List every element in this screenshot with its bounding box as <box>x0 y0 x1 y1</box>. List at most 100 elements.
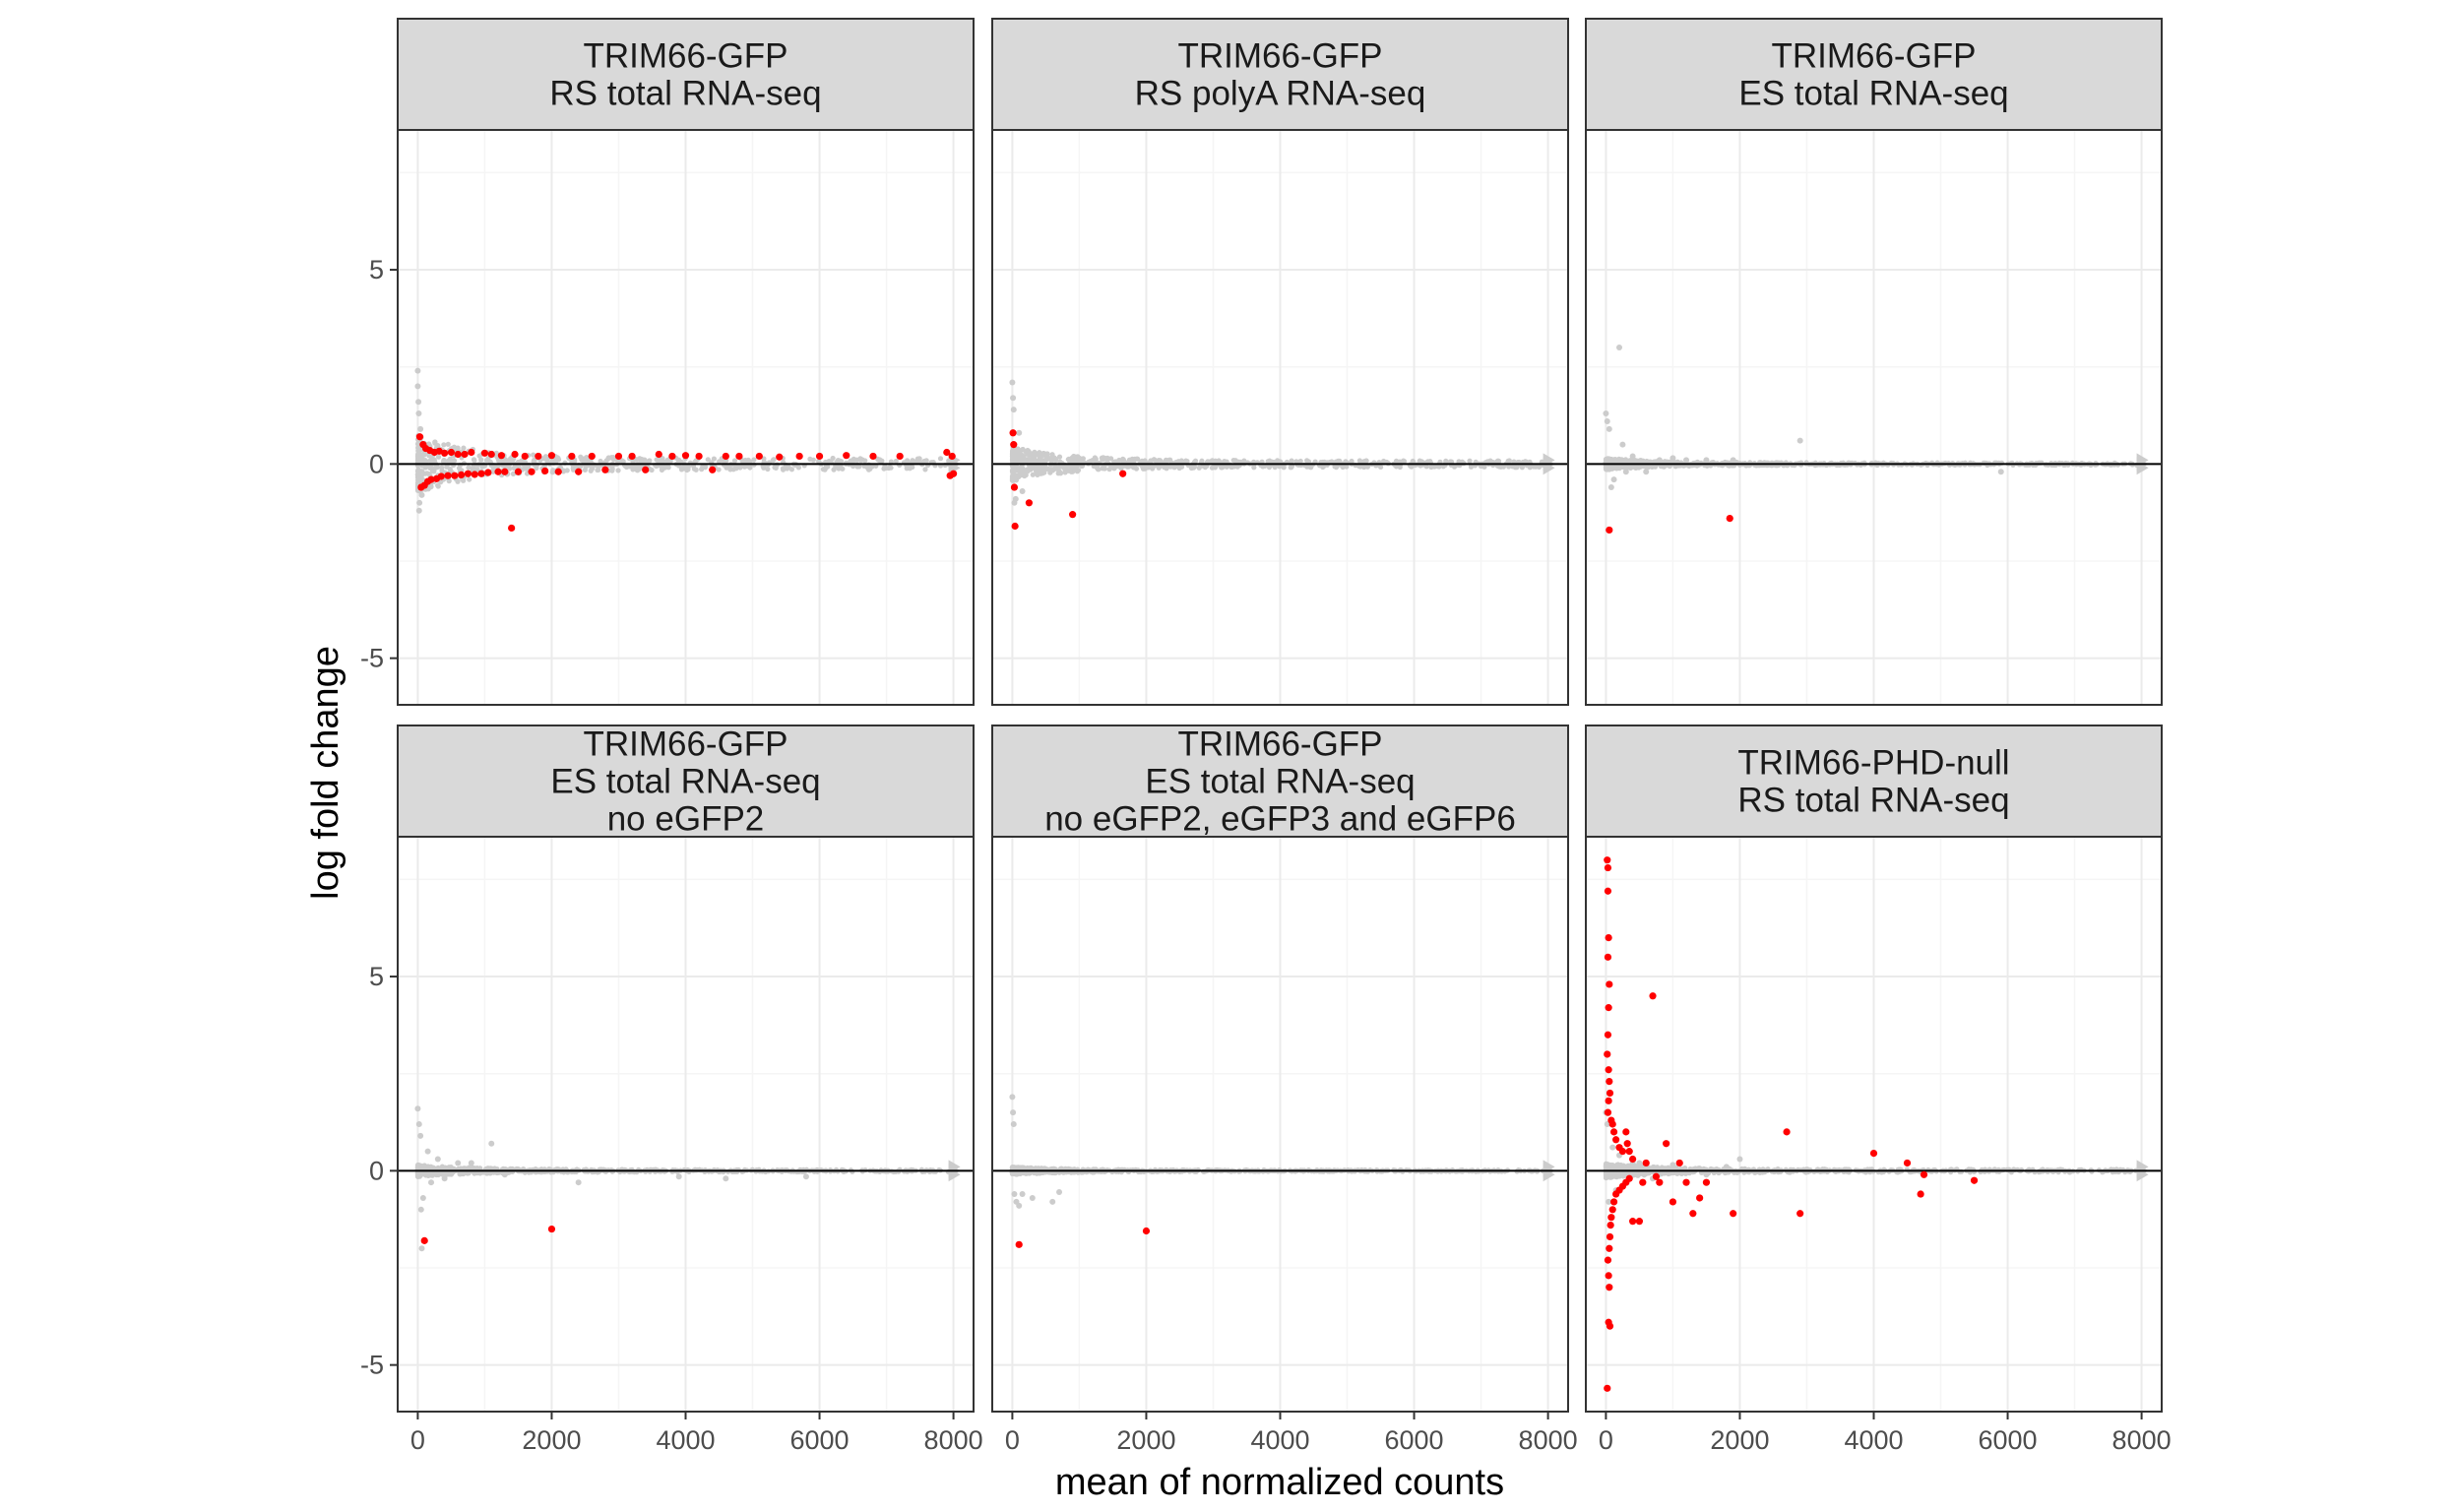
significant-gene-point <box>681 452 690 460</box>
gene-point <box>862 458 868 464</box>
gene-point <box>910 464 915 471</box>
significant-gene-point <box>484 469 492 476</box>
significant-gene-point <box>435 447 443 455</box>
gene-point <box>455 445 461 451</box>
gene-point <box>636 466 642 472</box>
significant-gene-point <box>427 475 435 483</box>
gene-point <box>727 467 733 472</box>
gene-point <box>888 465 894 471</box>
gene-point <box>1134 456 1141 462</box>
gene-point <box>1506 464 1512 470</box>
gene-point <box>1289 465 1294 471</box>
gene-point <box>1615 1163 1621 1168</box>
gene-point <box>461 445 467 451</box>
gene-point <box>1142 458 1148 464</box>
significant-gene-point <box>1608 1206 1616 1214</box>
significant-gene-point <box>1642 1159 1650 1167</box>
significant-gene-point <box>1796 1210 1804 1218</box>
gene-point <box>1484 459 1490 465</box>
gene-point <box>504 458 511 464</box>
gene-point <box>451 458 458 464</box>
gene-point <box>444 1171 450 1177</box>
significant-gene-point <box>514 468 523 475</box>
gene-point <box>1038 468 1043 474</box>
gene-point <box>1126 457 1133 463</box>
gene-point <box>1210 458 1216 464</box>
gene-point <box>1603 1171 1609 1177</box>
gene-point <box>1010 407 1017 413</box>
gene-point <box>1010 1109 1017 1116</box>
x-tick-label: 8000 <box>2112 1425 2172 1455</box>
significant-gene-point <box>497 452 506 460</box>
gene-point <box>1692 1166 1698 1171</box>
significant-gene-point <box>1639 1178 1647 1186</box>
significant-gene-point <box>776 453 784 461</box>
gene-point <box>415 444 421 450</box>
significant-gene-point <box>1696 1194 1704 1202</box>
gene-point <box>1606 1163 1612 1168</box>
gene-point <box>544 458 550 464</box>
gene-point <box>1467 458 1473 464</box>
gene-point <box>822 467 828 472</box>
gene-point <box>1026 457 1032 464</box>
significant-gene-point <box>1605 933 1612 942</box>
gene-point <box>723 1175 729 1182</box>
significant-gene-point <box>568 452 576 461</box>
gene-point <box>637 456 643 462</box>
strip-label: TRIM66-GFP <box>583 37 788 76</box>
significant-gene-point <box>1608 1120 1616 1128</box>
significant-gene-point <box>588 452 596 461</box>
x-tick-label: 4000 <box>1250 1425 1309 1455</box>
gene-point <box>1644 465 1650 471</box>
x-tick-label: 2000 <box>522 1425 581 1455</box>
significant-gene-point <box>451 472 459 479</box>
gene-point <box>516 464 522 470</box>
gene-point <box>1608 465 1614 472</box>
gene-point <box>531 452 536 458</box>
gene-point <box>488 1140 495 1147</box>
gene-point <box>425 1170 432 1176</box>
gene-point <box>1607 1174 1613 1180</box>
gene-point <box>1626 1170 1632 1176</box>
gene-point <box>1635 1172 1641 1178</box>
gene-point <box>866 464 872 470</box>
significant-gene-point <box>655 450 662 459</box>
gene-point <box>1443 458 1449 464</box>
significant-gene-point <box>1917 1190 1924 1198</box>
gene-point <box>724 465 729 471</box>
strip-label: ES total RNA-seq <box>1145 763 1415 801</box>
gene-point <box>1183 458 1189 464</box>
gene-point <box>1053 457 1059 464</box>
gene-point <box>1012 495 1019 502</box>
y-tick-label: 5 <box>369 962 384 991</box>
gene-point <box>1683 457 1690 464</box>
significant-gene-point <box>1604 953 1612 961</box>
significant-gene-point <box>1618 1148 1627 1156</box>
gene-point <box>619 458 625 464</box>
significant-gene-point <box>735 452 743 461</box>
significant-gene-point <box>487 450 495 459</box>
significant-gene-point <box>494 468 502 475</box>
gene-point <box>921 458 927 465</box>
x-tick-label: 0 <box>1599 1425 1613 1455</box>
gene-point <box>1234 464 1240 470</box>
gene-point <box>1202 465 1208 471</box>
gene-point <box>1607 484 1614 491</box>
significant-gene-point <box>1635 1218 1644 1226</box>
gene-point <box>1010 470 1016 475</box>
gene-point <box>1401 459 1408 465</box>
gene-point <box>429 1171 435 1177</box>
significant-gene-point <box>1604 887 1612 895</box>
gene-point <box>1016 473 1022 480</box>
significant-gene-point <box>1015 1240 1023 1248</box>
gene-point <box>419 1194 426 1201</box>
gene-point <box>419 455 425 461</box>
gene-point <box>1619 441 1626 448</box>
significant-gene-point <box>755 452 763 461</box>
gene-point <box>1025 447 1031 454</box>
gene-point <box>414 1105 421 1112</box>
gene-point <box>1510 464 1516 470</box>
y-tick-label: -5 <box>360 644 384 673</box>
